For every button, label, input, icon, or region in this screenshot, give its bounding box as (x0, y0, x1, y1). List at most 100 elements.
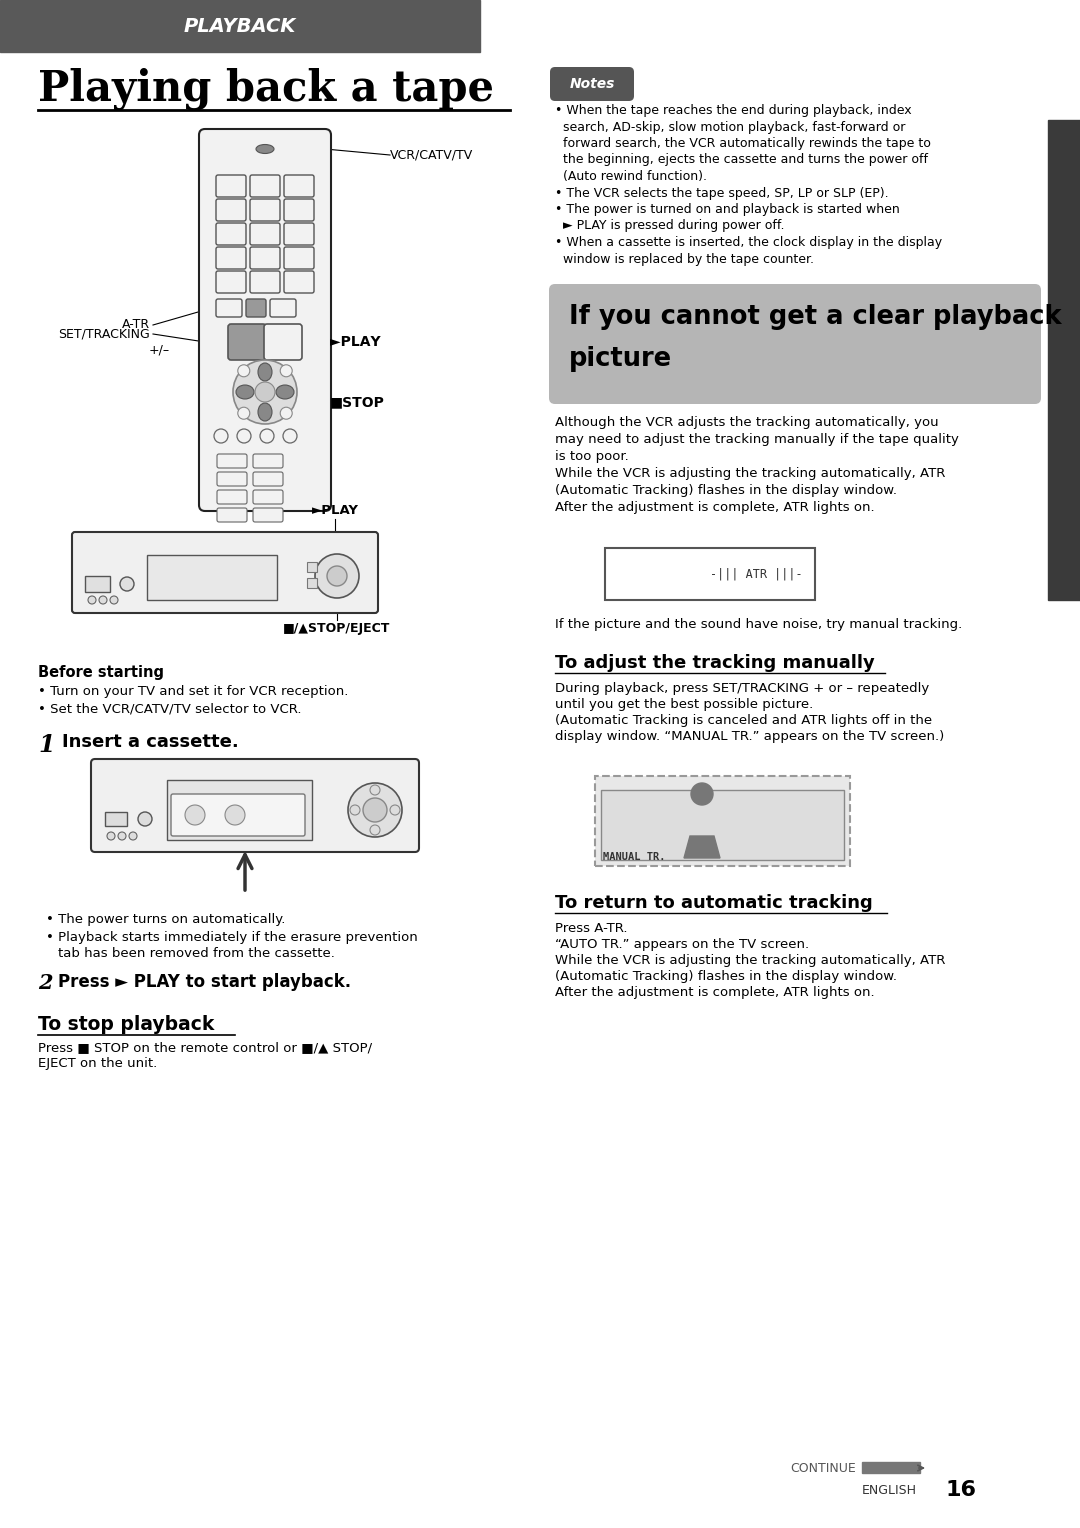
Text: After the adjustment is complete, ATR lights on.: After the adjustment is complete, ATR li… (555, 986, 875, 999)
Circle shape (107, 833, 114, 840)
Circle shape (370, 785, 380, 795)
FancyBboxPatch shape (216, 299, 242, 316)
FancyBboxPatch shape (91, 759, 419, 853)
Text: Although the VCR adjusts the tracking automatically, you: Although the VCR adjusts the tracking au… (555, 416, 939, 429)
FancyBboxPatch shape (549, 284, 1041, 403)
Circle shape (260, 429, 274, 443)
Circle shape (233, 361, 297, 423)
Circle shape (363, 798, 387, 822)
Circle shape (138, 811, 152, 827)
Bar (605, 549, 815, 601)
Text: After the adjustment is complete, ATR lights on.: After the adjustment is complete, ATR li… (555, 501, 875, 513)
Bar (0, 0, 480, 52)
Bar (307, 578, 318, 588)
Text: • When a cassette is inserted, the clock display in the display: • When a cassette is inserted, the clock… (555, 235, 942, 249)
Bar (85, 576, 110, 591)
Circle shape (87, 596, 96, 604)
Text: ENGLISH: ENGLISH (862, 1484, 917, 1496)
Circle shape (315, 555, 359, 597)
Text: ■/▲STOP/EJECT: ■/▲STOP/EJECT (283, 622, 391, 636)
FancyBboxPatch shape (249, 248, 280, 269)
Text: Press A-TR.: Press A-TR. (555, 921, 627, 935)
Ellipse shape (276, 385, 294, 399)
Circle shape (129, 833, 137, 840)
Circle shape (120, 578, 134, 591)
Text: A-TR: A-TR (122, 318, 150, 332)
FancyBboxPatch shape (249, 176, 280, 197)
Text: VCR/CATV/TV: VCR/CATV/TV (390, 148, 473, 162)
Circle shape (237, 429, 251, 443)
Text: 2: 2 (38, 973, 53, 993)
Bar (1048, 121, 1080, 601)
Text: Press ■ STOP on the remote control or ■/▲ STOP/: Press ■ STOP on the remote control or ■/… (38, 1041, 373, 1054)
Circle shape (280, 365, 293, 377)
Circle shape (327, 565, 347, 587)
FancyBboxPatch shape (216, 223, 246, 244)
FancyBboxPatch shape (216, 199, 246, 222)
Circle shape (370, 825, 380, 834)
Text: EJECT on the unit.: EJECT on the unit. (38, 1057, 158, 1070)
Text: (Auto rewind function).: (Auto rewind function). (555, 170, 707, 183)
Circle shape (348, 782, 402, 837)
FancyBboxPatch shape (253, 490, 283, 504)
Circle shape (225, 805, 245, 825)
Text: forward search, the VCR automatically rewinds the tape to: forward search, the VCR automatically re… (555, 138, 931, 150)
Text: ► PLAY is pressed during power off.: ► PLAY is pressed during power off. (555, 220, 784, 232)
Text: MANUAL TR.: MANUAL TR. (603, 853, 665, 862)
Circle shape (283, 429, 297, 443)
Text: Notes: Notes (569, 76, 615, 92)
FancyBboxPatch shape (217, 454, 247, 468)
Text: search, AD-skip, slow motion playback, fast-forward or: search, AD-skip, slow motion playback, f… (555, 121, 905, 133)
Text: -||| ATR |||-: -||| ATR |||- (711, 567, 804, 581)
Text: Insert a cassette.: Insert a cassette. (62, 733, 239, 750)
Text: (Automatic Tracking) flashes in the display window.: (Automatic Tracking) flashes in the disp… (555, 970, 897, 983)
Ellipse shape (258, 364, 272, 380)
FancyBboxPatch shape (270, 299, 296, 316)
Text: tab has been removed from the cassette.: tab has been removed from the cassette. (58, 947, 335, 960)
FancyBboxPatch shape (253, 507, 283, 523)
Text: “AUTO TR.” appears on the TV screen.: “AUTO TR.” appears on the TV screen. (555, 938, 809, 950)
Text: Press ► PLAY to start playback.: Press ► PLAY to start playback. (58, 973, 351, 992)
FancyBboxPatch shape (284, 199, 314, 222)
Text: If you cannot get a clear playback: If you cannot get a clear playback (569, 304, 1062, 330)
Circle shape (214, 429, 228, 443)
FancyBboxPatch shape (217, 472, 247, 486)
FancyBboxPatch shape (550, 67, 634, 101)
FancyBboxPatch shape (249, 223, 280, 244)
Text: CONTINUE: CONTINUE (789, 1461, 855, 1475)
Text: the beginning, ejects the cassette and turns the power off: the beginning, ejects the cassette and t… (555, 153, 928, 167)
Circle shape (238, 365, 249, 377)
Text: • Turn on your TV and set it for VCR reception.: • Turn on your TV and set it for VCR rec… (38, 685, 349, 698)
Text: To return to automatic tracking: To return to automatic tracking (555, 894, 873, 912)
Text: • The power turns on automatically.: • The power turns on automatically. (46, 914, 285, 926)
Circle shape (185, 805, 205, 825)
FancyBboxPatch shape (249, 199, 280, 222)
Bar (595, 776, 850, 866)
Circle shape (99, 596, 107, 604)
Bar (167, 779, 312, 840)
Bar (862, 1462, 920, 1473)
Text: Before starting: Before starting (38, 665, 164, 680)
Text: • The power is turned on and playback is started when: • The power is turned on and playback is… (555, 203, 900, 215)
Text: ►P​L​A​Y: ►P​L​A​Y (330, 335, 380, 348)
Text: ■STOP: ■STOP (330, 396, 384, 410)
FancyBboxPatch shape (171, 795, 305, 836)
Text: may need to adjust the tracking manually if the tape quality: may need to adjust the tracking manually… (555, 432, 959, 446)
FancyBboxPatch shape (284, 248, 314, 269)
FancyBboxPatch shape (216, 270, 246, 293)
Text: To stop playback: To stop playback (38, 1015, 214, 1034)
FancyBboxPatch shape (284, 223, 314, 244)
Text: is too poor.: is too poor. (555, 451, 629, 463)
Text: • Set the VCR/CATV/TV selector to VCR.: • Set the VCR/CATV/TV selector to VCR. (38, 703, 301, 717)
Text: SET/TRACKING: SET/TRACKING (58, 327, 150, 341)
Text: • The VCR selects the tape speed, SP, LP or SLP (EP).: • The VCR selects the tape speed, SP, LP… (555, 186, 889, 200)
Text: If the picture and the sound have noise, try manual tracking.: If the picture and the sound have noise,… (555, 617, 962, 631)
Circle shape (691, 782, 713, 805)
Circle shape (238, 408, 249, 419)
FancyBboxPatch shape (284, 270, 314, 293)
FancyBboxPatch shape (217, 507, 247, 523)
Polygon shape (684, 836, 720, 859)
FancyBboxPatch shape (249, 270, 280, 293)
Text: (Automatic Tracking is canceled and ATR lights off in the: (Automatic Tracking is canceled and ATR … (555, 714, 932, 727)
Circle shape (280, 408, 293, 419)
